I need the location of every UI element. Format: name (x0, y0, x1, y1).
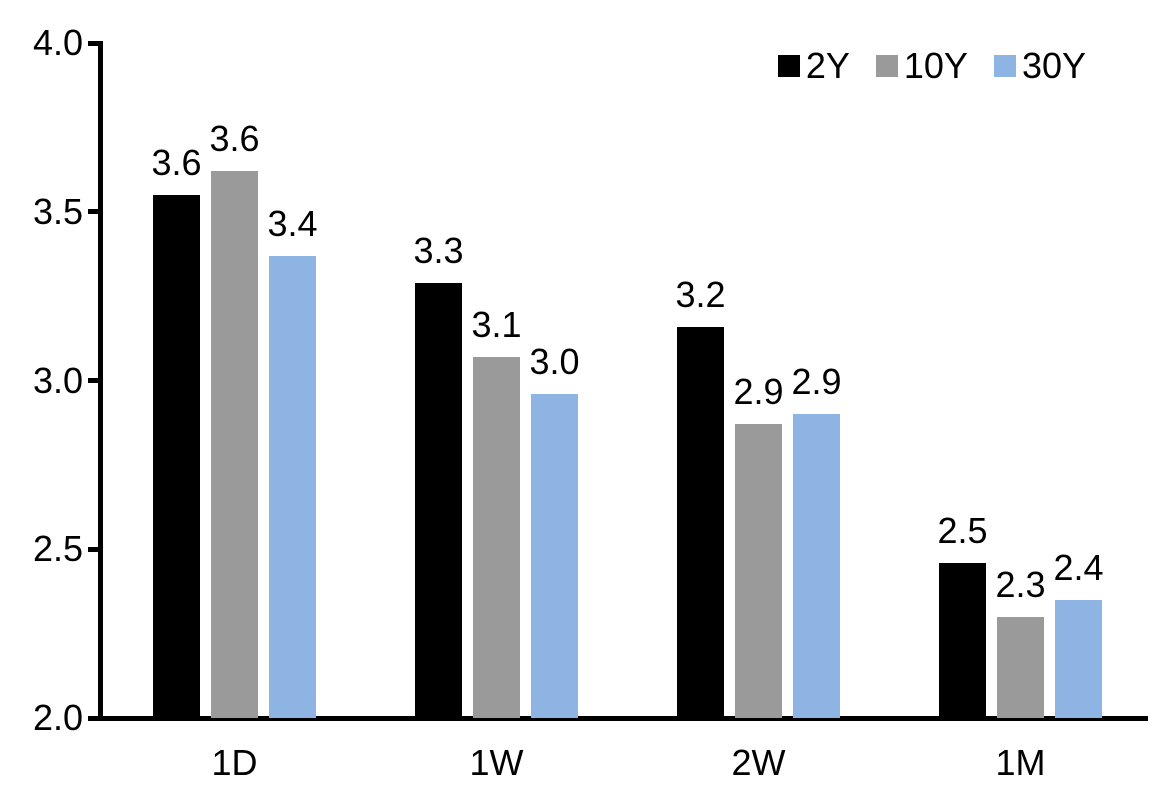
y-axis-line (98, 41, 103, 720)
legend-label: 2Y (805, 45, 850, 86)
y-tick-label: 2.0 (32, 697, 83, 738)
bar-10y-1w (473, 356, 520, 718)
bar-30y-1w (531, 394, 578, 718)
legend-item-10y: 10Y (875, 45, 968, 86)
bar-value-label: 3.3 (413, 229, 464, 271)
legend-item-2y: 2Y (777, 45, 850, 86)
bar-2y-1m (939, 562, 986, 718)
x-category-label-1d: 1D (211, 742, 258, 783)
bar-30y-2w (793, 414, 840, 718)
legend-label: 10Y (903, 45, 968, 86)
y-tick-mark (88, 209, 100, 215)
bar-value-label: 3.0 (529, 341, 580, 382)
bar-value-label: 3.2 (675, 273, 726, 315)
legend-swatch-icon (875, 55, 898, 77)
x-category-label-1m: 1M (995, 742, 1046, 783)
legend-label: 30Y (1021, 45, 1086, 86)
bar-value-label: 3.6 (151, 141, 202, 183)
bar-value-label: 2.3 (995, 563, 1046, 605)
bar-value-label: 2.4 (1053, 546, 1104, 588)
y-tick-mark (88, 40, 100, 46)
y-tick-label: 3.5 (32, 190, 83, 232)
bar-2y-2w (677, 326, 724, 718)
bar-30y-1m (1055, 599, 1102, 718)
y-tick-mark (88, 715, 100, 721)
bar-value-label: 2.5 (937, 509, 988, 551)
bar-value-label: 3.4 (267, 202, 318, 244)
legend: 2Y 10Y 30Y (777, 45, 1086, 86)
bar-10y-2w (735, 424, 782, 718)
legend-swatch-icon (777, 55, 800, 77)
bar-value-label: 2.9 (733, 371, 784, 413)
y-tick-label: 2.5 (32, 528, 83, 570)
bar-value-label: 3.6 (209, 118, 260, 160)
bar-value-label: 2.9 (791, 361, 842, 403)
y-tick-label: 4.0 (32, 22, 83, 63)
x-axis-line (98, 716, 1148, 721)
legend-item-30y: 30Y (993, 45, 1086, 86)
legend-swatch-icon (993, 55, 1016, 77)
bar-10y-1d (211, 171, 258, 718)
bar-2y-1d (153, 194, 200, 718)
bar-2y-1w (415, 282, 462, 718)
bar-value-label: 3.1 (471, 303, 522, 345)
y-tick-mark (88, 378, 100, 383)
x-category-label-2w: 2W (731, 742, 786, 783)
bar-10y-1m (997, 616, 1044, 718)
y-tick-label: 3.0 (32, 359, 83, 401)
y-tick-mark (88, 546, 100, 552)
x-category-label-1w: 1W (469, 742, 524, 783)
bar-30y-1d (269, 255, 316, 718)
